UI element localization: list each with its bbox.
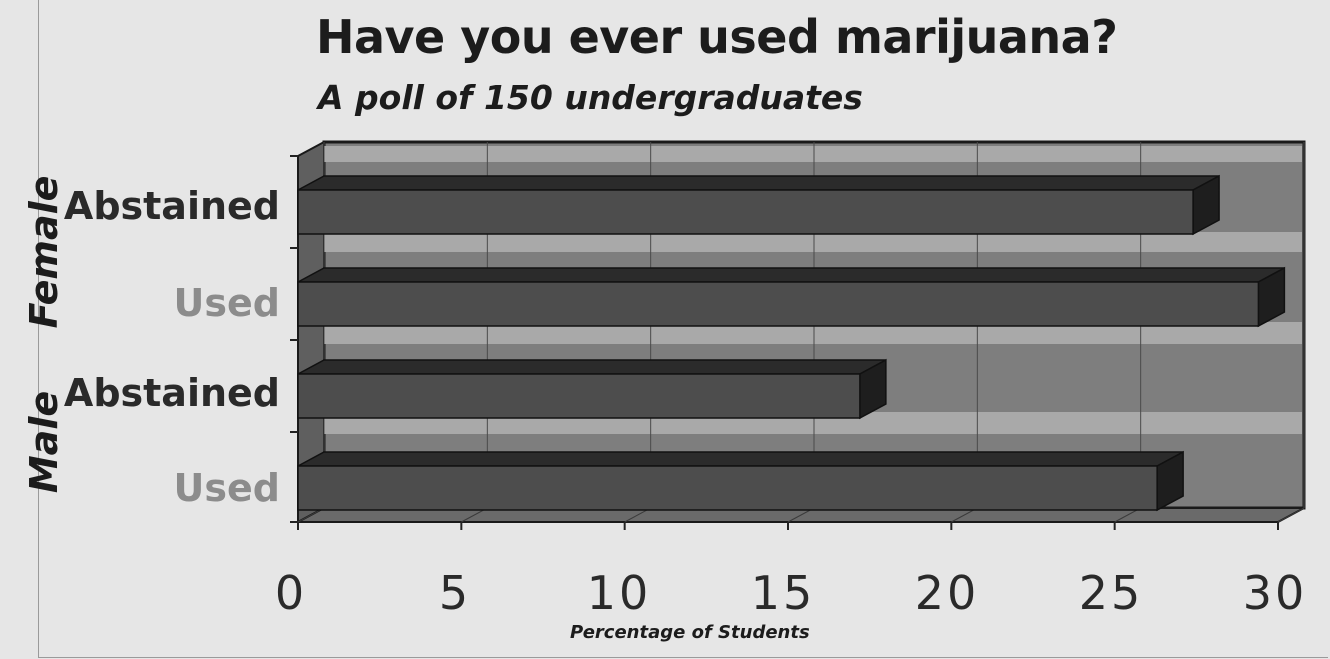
bar-female-abstained <box>297 189 1194 235</box>
category-label-male-used: Used <box>173 466 280 510</box>
bar-top-female-abstained <box>297 175 1220 191</box>
x-tick-label-5: 5 <box>438 566 472 620</box>
wall-strip-2 <box>324 322 1302 344</box>
x-tick-label-15: 15 <box>750 566 816 620</box>
wall-strip-1 <box>324 232 1302 252</box>
x-axis-label: Percentage of Students <box>570 622 810 643</box>
category-label-female-used: Used <box>173 281 280 325</box>
x-tick-label-25: 25 <box>1078 566 1144 620</box>
bar-male-abstained <box>297 373 861 419</box>
category-label-male-abstained: Abstained <box>63 371 280 415</box>
x-tick-label-30: 30 <box>1242 566 1308 620</box>
bar-top-female-used <box>297 267 1285 283</box>
bar-female-used <box>297 281 1260 327</box>
group-label-male: Male <box>22 390 66 494</box>
bar-top-male-used <box>297 451 1184 467</box>
wall-strip-0 <box>324 146 1302 162</box>
x-tick-label-0: 0 <box>274 566 308 620</box>
category-label-female-abstained: Abstained <box>63 184 280 228</box>
floor-gridline-30 <box>1277 507 1305 523</box>
x-tick-label-20: 20 <box>914 566 980 620</box>
x-tick-label-10: 10 <box>586 566 652 620</box>
bar-top-male-abstained <box>297 359 887 375</box>
chart-title: Have you ever used marijuana? <box>316 10 1118 64</box>
chart-subtitle: A poll of 150 undergraduates <box>318 78 863 117</box>
bar-male-used <box>297 465 1158 511</box>
